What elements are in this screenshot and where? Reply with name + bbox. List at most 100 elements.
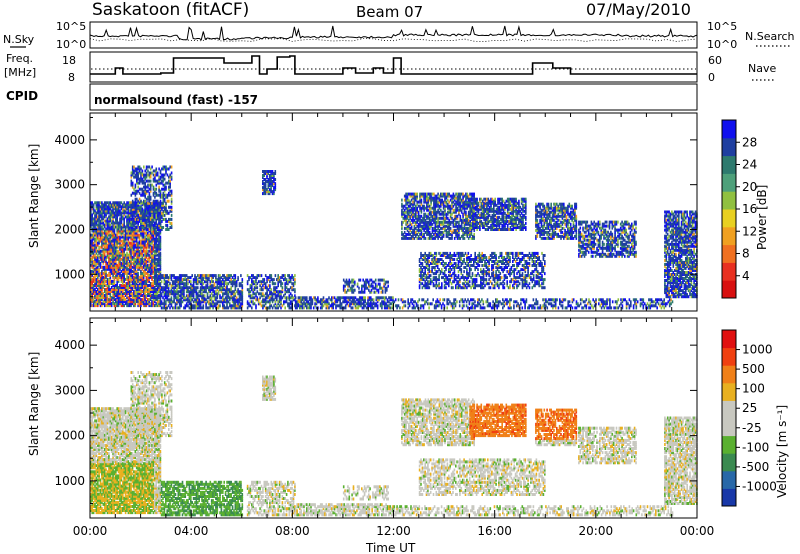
echo-cell: [117, 203, 120, 207]
echo-cell: [98, 241, 100, 245]
echo-cell: [234, 292, 237, 296]
echo-cell: [344, 290, 346, 294]
echo-cell: [264, 172, 267, 175]
echo-cell: [109, 205, 112, 209]
echo-cell: [108, 243, 110, 247]
echo-cell: [155, 187, 158, 191]
echo-cell: [148, 300, 150, 304]
echo-cell: [151, 225, 153, 229]
echo-cell: [405, 234, 407, 238]
echo-cell: [98, 294, 100, 297]
echo-cell: [144, 231, 146, 235]
echo-cell: [101, 292, 103, 295]
echo-cell: [145, 249, 148, 253]
echo-cell: [143, 226, 145, 229]
echo-cell: [97, 294, 99, 297]
echo-cell: [109, 296, 112, 300]
echo-cell: [208, 302, 210, 306]
echo-cell: [122, 279, 124, 283]
echo-cell: [219, 296, 221, 300]
echo-cell: [127, 223, 130, 227]
echo-cell: [105, 259, 107, 263]
echo-cell: [126, 292, 128, 295]
echo-cell: [115, 207, 117, 211]
nsky-trace: [89, 25, 698, 41]
echo-cell: [119, 302, 121, 306]
echo-cell: [165, 276, 167, 280]
echo-cell: [91, 304, 93, 308]
echo-cell: [147, 237, 149, 241]
echo-cell: [101, 225, 103, 229]
echo-cell: [128, 271, 131, 275]
echo-cell: [140, 213, 142, 217]
echo-cell: [109, 288, 112, 291]
echo-cell: [310, 300, 312, 304]
echo-cell: [163, 185, 166, 189]
echo-cell: [317, 300, 319, 304]
echo-cell: [401, 208, 403, 212]
echo-cell: [113, 211, 116, 215]
echo-cell: [138, 251, 141, 255]
echo-cell: [124, 257, 127, 261]
echo-cell: [206, 280, 209, 284]
echo-cell: [149, 304, 152, 308]
echo-cell: [140, 231, 142, 235]
echo-cell: [103, 279, 106, 283]
echo-cell: [445, 224, 448, 228]
echo-cell: [430, 218, 432, 222]
echo-cell: [91, 263, 93, 267]
echo-cell: [116, 231, 118, 235]
echo-cell: [126, 255, 128, 259]
echo-cell: [91, 249, 93, 253]
echo-cell: [368, 296, 371, 300]
echo-cell: [181, 282, 184, 286]
echo-cell: [122, 269, 124, 273]
echo-cell: [136, 203, 138, 207]
echo-cell: [223, 288, 225, 292]
echo-cell: [406, 208, 409, 212]
echo-cell: [103, 269, 106, 273]
echo-cell: [91, 288, 93, 291]
echo-cell: [168, 217, 170, 221]
echo-cell: [127, 221, 130, 225]
echo-cell: [122, 294, 124, 297]
echo-cell: [403, 210, 406, 214]
echo-cell: [170, 223, 173, 227]
echo-cell: [140, 284, 142, 287]
echo-cell: [202, 282, 205, 286]
echo-cell: [162, 276, 164, 280]
echo-cell: [161, 228, 163, 231]
echo-cell: [109, 265, 112, 269]
echo-cell: [134, 286, 137, 289]
echo-cell: [115, 201, 117, 205]
nsky-tick-top: 10^5: [56, 20, 86, 33]
echo-cell: [143, 191, 145, 195]
echo-cell: [271, 182, 274, 186]
echo-cell: [151, 255, 153, 259]
echo-cell: [149, 237, 152, 241]
echo-cell: [209, 290, 212, 294]
echo-cell: [266, 278, 268, 282]
echo-cell: [363, 304, 365, 308]
echo-cell: [441, 230, 443, 234]
echo-cell: [108, 211, 110, 215]
echo-cell: [208, 286, 210, 290]
echo-cell: [415, 196, 417, 200]
echo-cell: [112, 296, 114, 300]
echo-cell: [271, 184, 274, 188]
echo-cell: [162, 302, 164, 306]
echo-cell: [138, 286, 141, 289]
echo-cell: [174, 278, 177, 282]
echo-cell: [103, 253, 106, 257]
echo-cell: [168, 199, 170, 203]
nave-tick-bottom: 0: [708, 71, 715, 84]
echo-cell: [147, 271, 149, 275]
echo-cell: [181, 300, 184, 304]
echo-cell: [156, 207, 159, 211]
echo-cell: [147, 290, 149, 293]
echo-cell: [95, 239, 98, 243]
echo-cell: [136, 209, 138, 213]
echo-cell: [159, 277, 162, 281]
echo-cell: [426, 226, 428, 230]
echo-cell: [110, 259, 113, 263]
